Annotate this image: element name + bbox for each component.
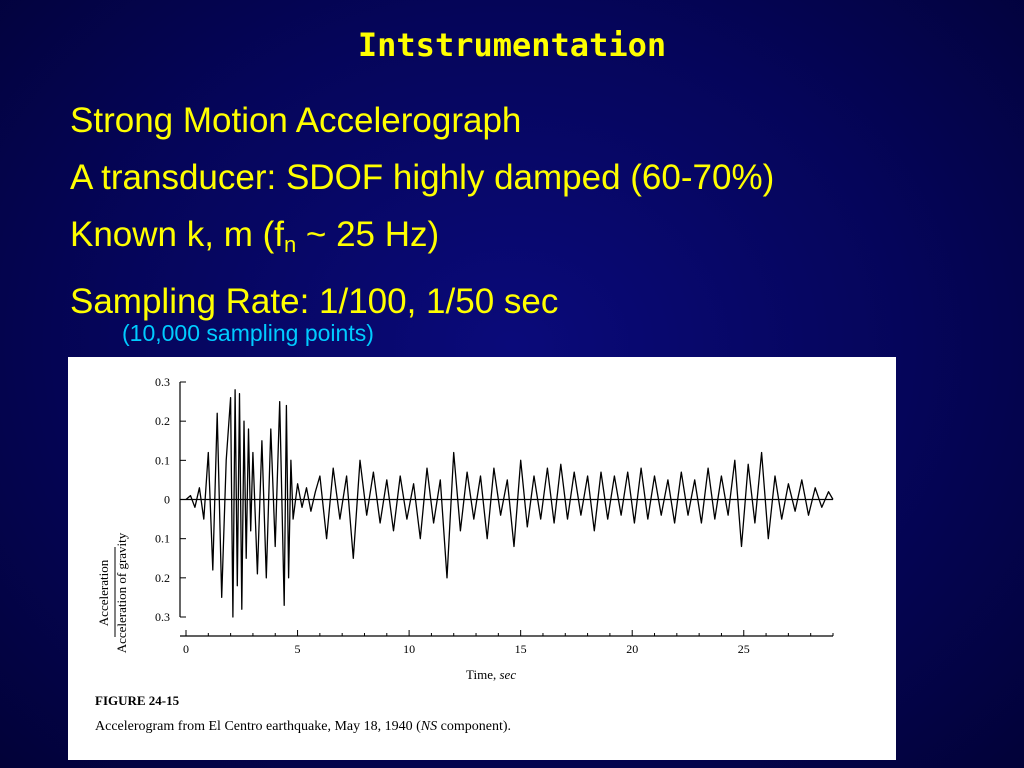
x-tick-label: 10 <box>403 642 415 656</box>
acceleration-series-line <box>185 389 834 618</box>
bullet-transducer: A transducer: SDOF highly damped (60-70%… <box>70 158 775 197</box>
accelerogram-chart: Acceleration Acceleration of gravity 0.3… <box>96 375 834 656</box>
bullet-sampling-rate: Sampling Rate: 1/100, 1/50 sec <box>70 282 559 321</box>
x-axis-title-unit: sec <box>499 667 517 682</box>
y-tick-label: 0.3 <box>155 610 170 624</box>
y-axis-title-bottom: Acceleration of gravity <box>114 532 129 653</box>
y-axis-title-top: Acceleration <box>96 559 111 626</box>
bullet-accelerograph: Strong Motion Accelerograph <box>70 101 522 140</box>
caption-prefix: Accelerogram from El Centro earthquake, … <box>95 719 421 734</box>
accelerogram-figure: Acceleration Acceleration of gravity 0.3… <box>68 357 896 760</box>
bullet-known-km: Known k, m (fn ~ 25 Hz) <box>70 206 774 273</box>
figure-caption: Accelerogram from El Centro earthquake, … <box>95 719 511 735</box>
caption-italic: NS <box>420 719 438 734</box>
y-tick-label: 0.3 <box>155 375 170 389</box>
bullet-list: Strong Motion Accelerograph A transducer… <box>70 92 774 330</box>
known-subscript: n <box>283 232 297 257</box>
chart-axes: 0.3 0.2 0.1 0 0.1 0.2 0.3 0 5 10 15 20 25 <box>155 375 834 656</box>
x-tick-label: 15 <box>515 642 527 656</box>
figure-caption-head: FIGURE 24-15 <box>95 693 180 708</box>
sampling-points-note: (10,000 sampling points) <box>122 320 374 346</box>
y-axis-title: Acceleration Acceleration of gravity <box>96 532 129 653</box>
x-tick-label: 5 <box>295 642 301 656</box>
slide-title: Intstrumentation <box>357 26 667 64</box>
caption-suffix: component). <box>437 719 511 734</box>
x-tick-label: 0 <box>183 642 189 656</box>
x-tick-label: 20 <box>626 642 638 656</box>
known-suffix: ~ 25 Hz) <box>296 215 440 254</box>
y-tick-label: 0.1 <box>155 453 170 467</box>
y-tick-label: 0.1 <box>155 532 170 546</box>
x-axis-title-word: Time, <box>466 667 500 682</box>
chart-series <box>185 389 834 618</box>
y-tick-label: 0.2 <box>155 571 170 585</box>
x-tick-label: 25 <box>738 642 750 656</box>
y-tick-label: 0 <box>164 493 170 507</box>
known-prefix: Known k, m (f <box>70 215 284 254</box>
y-tick-label: 0.2 <box>155 414 170 428</box>
x-axis-title: Time, sec <box>466 667 516 683</box>
